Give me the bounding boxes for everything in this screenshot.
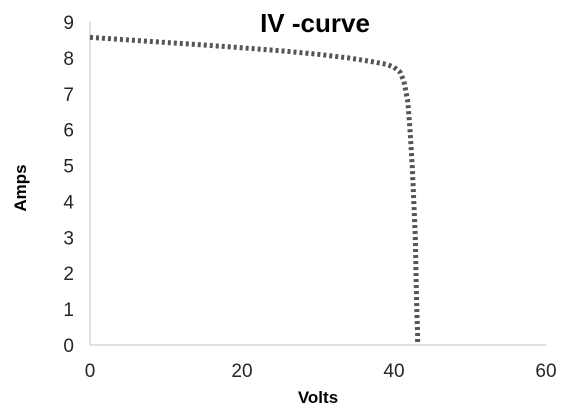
x-tick-label: 60 xyxy=(535,361,556,382)
x-axis-title: Volts xyxy=(298,388,338,407)
y-tick-label: 6 xyxy=(63,121,74,142)
y-tick-label: 5 xyxy=(63,157,74,178)
y-axis-title: Amps xyxy=(11,164,30,211)
tick-labels: 0 20 40 60 0 1 2 3 4 5 6 7 8 9 xyxy=(63,13,556,382)
y-tick-label: 4 xyxy=(63,192,74,213)
iv-curve-line xyxy=(89,34,421,345)
y-tick-label: 1 xyxy=(63,300,74,321)
y-tick-label: 3 xyxy=(63,228,74,249)
y-tick-label: 7 xyxy=(63,85,74,106)
x-tick-label: 0 xyxy=(85,361,96,382)
y-tick-label: 2 xyxy=(63,264,74,285)
x-tick-label: 20 xyxy=(231,361,252,382)
y-tick-label: 0 xyxy=(63,336,74,357)
y-tick-label: 9 xyxy=(63,13,74,34)
y-tick-label: 8 xyxy=(63,49,74,70)
x-tick-label: 40 xyxy=(383,361,404,382)
chart-title: IV -curve xyxy=(260,8,370,38)
